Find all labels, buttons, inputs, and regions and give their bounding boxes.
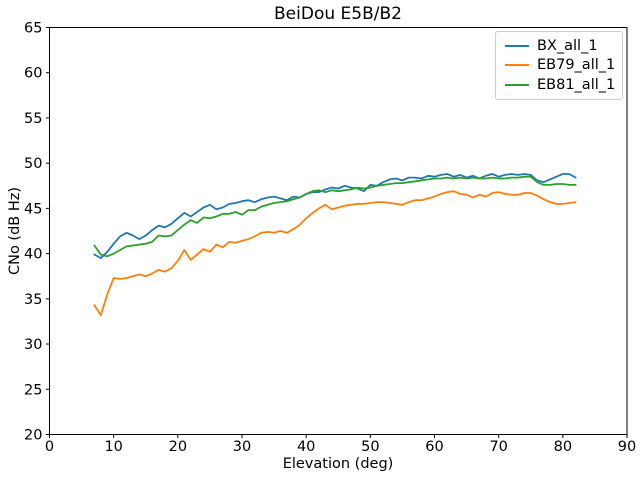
legend-item: BX_all_1: [505, 39, 614, 54]
y-tick-label: 45: [24, 201, 42, 217]
y-tick-label: 20: [24, 428, 42, 444]
series-line-BX_all_1: [93, 173, 577, 260]
y-tick-label: 40: [24, 247, 42, 263]
y-tick-label: 60: [24, 66, 42, 82]
legend-label: EB79_all_1: [537, 57, 616, 74]
x-tick-label: 50: [361, 439, 379, 455]
legend-item: EB81_all_1: [505, 76, 616, 93]
y-tick-label: 50: [24, 156, 42, 172]
chart-title: BeiDou E5B/B2: [274, 4, 402, 24]
x-tick-label: 40: [297, 439, 315, 455]
series-line-EB81_all_1: [93, 175, 577, 258]
legend-line-swatch: [505, 64, 529, 67]
x-axis-label: Elevation (deg): [282, 456, 394, 472]
x-tick-label: 70: [489, 439, 507, 455]
y-tick-label: 65: [24, 21, 42, 37]
x-tick-label: 80: [554, 439, 572, 455]
series-line-EB79_all_1: [93, 190, 577, 317]
x-tick-label: 10: [104, 439, 122, 455]
axes-frame: [49, 27, 628, 435]
x-tick-label: 0: [45, 439, 54, 455]
legend-line-swatch: [505, 84, 529, 87]
legend-item: EB79_all_1: [505, 57, 616, 74]
y-tick-label: 55: [24, 111, 42, 127]
x-tick-label: 30: [233, 439, 251, 455]
legend-label: EB81_all_1: [537, 76, 616, 93]
legend-line-swatch: [505, 44, 529, 47]
legend: BX_all_1 EB79_all_1 EB81_all_1: [495, 31, 623, 100]
y-tick-label: 30: [24, 337, 42, 353]
x-tick-label: 90: [618, 439, 636, 455]
legend-label: BX_all_1: [537, 37, 598, 54]
x-tick-label: 20: [169, 439, 187, 455]
y-tick-label: 35: [24, 292, 42, 308]
x-tick-label: 60: [425, 439, 443, 455]
y-tick-label: 25: [24, 382, 42, 398]
y-axis-label: CNo (dB Hz): [7, 186, 23, 276]
